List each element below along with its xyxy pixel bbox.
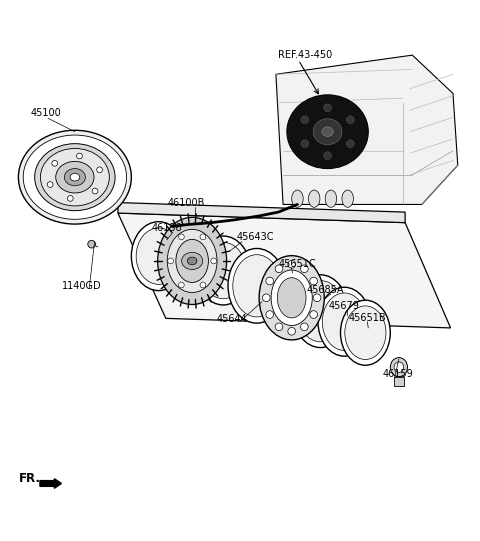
Circle shape <box>301 140 309 148</box>
Polygon shape <box>118 202 405 223</box>
Ellipse shape <box>287 95 368 169</box>
Circle shape <box>347 140 354 148</box>
Polygon shape <box>276 55 458 204</box>
Circle shape <box>67 195 73 201</box>
Ellipse shape <box>394 362 404 372</box>
Text: 46159: 46159 <box>383 369 413 379</box>
Ellipse shape <box>277 278 306 318</box>
Text: 46100B: 46100B <box>167 198 204 208</box>
Circle shape <box>168 258 173 264</box>
Text: 45679: 45679 <box>328 301 360 311</box>
Ellipse shape <box>56 161 94 193</box>
Ellipse shape <box>167 229 217 293</box>
Circle shape <box>97 167 103 173</box>
Ellipse shape <box>310 277 317 285</box>
Ellipse shape <box>228 248 286 323</box>
Text: FR.: FR. <box>19 472 41 485</box>
Ellipse shape <box>313 119 342 144</box>
Ellipse shape <box>70 173 80 181</box>
Ellipse shape <box>275 323 283 331</box>
FancyArrow shape <box>40 479 61 489</box>
Text: 45651C: 45651C <box>278 259 316 269</box>
Circle shape <box>301 116 309 123</box>
Ellipse shape <box>23 135 127 219</box>
Circle shape <box>179 234 184 240</box>
Text: 45100: 45100 <box>30 108 61 118</box>
Ellipse shape <box>35 144 115 210</box>
Circle shape <box>77 153 83 159</box>
Ellipse shape <box>342 190 353 207</box>
Ellipse shape <box>300 265 308 273</box>
Circle shape <box>347 116 354 123</box>
Circle shape <box>52 161 58 166</box>
Text: REF.43-450: REF.43-450 <box>278 50 333 61</box>
Ellipse shape <box>181 252 203 269</box>
Circle shape <box>200 282 206 288</box>
Ellipse shape <box>325 190 336 207</box>
Circle shape <box>92 188 98 194</box>
Circle shape <box>324 152 331 160</box>
Ellipse shape <box>136 228 181 285</box>
Ellipse shape <box>176 239 208 282</box>
Text: 1140GD: 1140GD <box>62 281 102 291</box>
Ellipse shape <box>259 256 324 340</box>
Polygon shape <box>118 213 451 328</box>
Ellipse shape <box>266 311 274 318</box>
Ellipse shape <box>201 242 246 299</box>
Ellipse shape <box>318 287 371 356</box>
Ellipse shape <box>293 275 348 347</box>
Ellipse shape <box>309 190 320 207</box>
Bar <box>394 377 404 386</box>
Text: 46158: 46158 <box>152 223 183 233</box>
Ellipse shape <box>288 260 296 268</box>
Ellipse shape <box>275 265 283 273</box>
Ellipse shape <box>322 127 333 136</box>
Ellipse shape <box>132 222 186 291</box>
Ellipse shape <box>288 327 296 335</box>
Ellipse shape <box>40 148 109 206</box>
Circle shape <box>88 240 96 248</box>
Ellipse shape <box>292 190 303 207</box>
Ellipse shape <box>18 130 132 224</box>
Text: 45643C: 45643C <box>236 232 274 242</box>
Ellipse shape <box>323 293 366 351</box>
Circle shape <box>179 282 184 288</box>
Ellipse shape <box>233 255 281 317</box>
Ellipse shape <box>310 311 317 318</box>
Ellipse shape <box>297 281 344 342</box>
Circle shape <box>324 104 331 111</box>
Ellipse shape <box>345 306 386 360</box>
Text: 45644: 45644 <box>216 314 247 324</box>
Ellipse shape <box>196 236 251 305</box>
Ellipse shape <box>340 300 390 365</box>
Ellipse shape <box>263 294 270 302</box>
Circle shape <box>211 258 216 264</box>
Circle shape <box>47 182 53 187</box>
Ellipse shape <box>390 358 408 377</box>
Ellipse shape <box>313 294 321 302</box>
Circle shape <box>200 234 206 240</box>
Ellipse shape <box>300 323 308 331</box>
Ellipse shape <box>271 270 312 326</box>
Text: 45651B: 45651B <box>348 313 386 323</box>
Text: 45685A: 45685A <box>307 285 345 295</box>
Ellipse shape <box>157 217 227 305</box>
Ellipse shape <box>64 169 85 186</box>
Ellipse shape <box>266 277 274 285</box>
Ellipse shape <box>187 257 197 265</box>
